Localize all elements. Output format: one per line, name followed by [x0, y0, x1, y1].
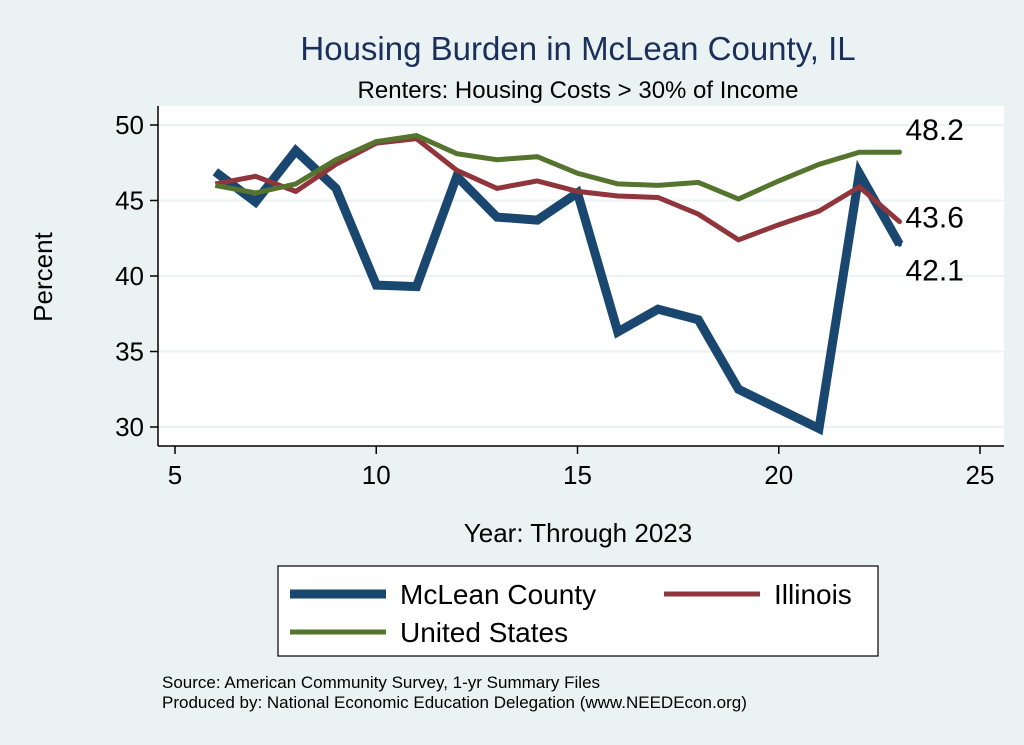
- source-note: Source: American Community Survey, 1-yr …: [162, 673, 600, 692]
- legend-label-illinois: Illinois: [774, 579, 852, 610]
- x-tick-label: 15: [563, 460, 592, 490]
- series-lines: [212, 133, 904, 436]
- y-tick-label: 40: [115, 261, 144, 291]
- x-tick-label: 20: [764, 460, 793, 490]
- legend-label-mclean: McLean County: [400, 579, 596, 610]
- legend-label-united-states: United States: [400, 617, 568, 648]
- end-labels: 48.2 43.6 42.1: [906, 114, 964, 287]
- x-axis-label: Year: Through 2023: [464, 518, 692, 548]
- legend: McLean County Illinois United States: [277, 565, 879, 657]
- y-axis-label: Percent: [28, 231, 58, 321]
- chart-subtitle: Renters: Housing Costs > 30% of Income: [358, 77, 799, 104]
- series-end-point-united-states: [897, 149, 902, 155]
- chart-title: Housing Burden in McLean County, IL: [300, 30, 855, 67]
- x-tick-label: 5: [168, 460, 182, 490]
- series-end-point-illinois: [897, 219, 902, 225]
- y-tick-label: 50: [115, 110, 144, 140]
- x-tick-label: 10: [362, 460, 391, 490]
- legend-box: [277, 565, 879, 657]
- y-tick-label: 35: [115, 337, 144, 367]
- producer-note: Produced by: National Economic Education…: [162, 693, 747, 712]
- series-line-illinois: [214, 136, 902, 243]
- series-end-point-mclean-county: [897, 241, 902, 247]
- series-line-united-states: [214, 133, 900, 202]
- y-tick-label: 45: [115, 186, 144, 216]
- end-label-mclean-county: 42.1: [906, 254, 964, 287]
- end-label-united-states: 48.2: [906, 114, 964, 147]
- axes: 30 35 40 45 50 5 10 15 20 25: [115, 106, 1004, 490]
- series-line-mclean-county: [212, 144, 904, 436]
- x-tick-label: 25: [966, 460, 995, 490]
- end-label-illinois: 43.6: [906, 202, 964, 235]
- y-tick-label: 30: [115, 412, 144, 442]
